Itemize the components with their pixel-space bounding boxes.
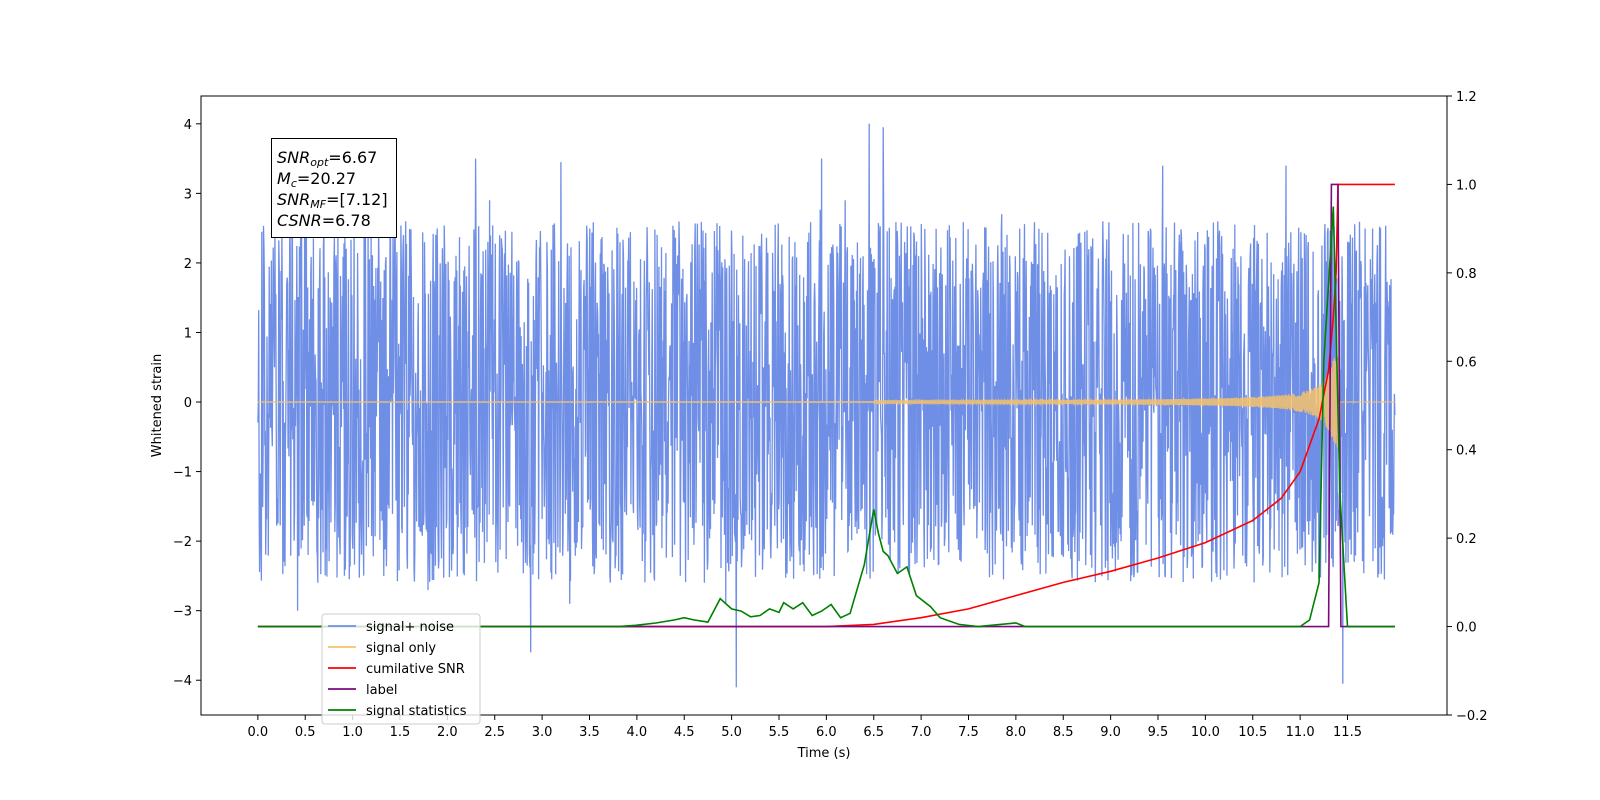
y-axis-right: 1.2 1.0 0.8 0.6 0.4 0.2 0.0 −0.2 — [1447, 90, 1488, 724]
y2-tick-label: 0.2 — [1456, 532, 1477, 547]
x-tick-label: 6.0 — [816, 725, 837, 740]
y2-tick-label: 0.0 — [1456, 621, 1477, 636]
y2-tick-label: 0.4 — [1456, 444, 1477, 459]
series-cumulative-snr — [257, 183, 1395, 628]
y-tick-label: 4 — [184, 118, 192, 133]
y-tick-label: −1 — [173, 466, 192, 481]
series-group — [257, 123, 1396, 688]
y-axis-label: Whitened strain — [150, 354, 165, 457]
x-tick-label: 10.0 — [1191, 725, 1220, 740]
legend-box — [321, 613, 481, 725]
legend-item-label: signal+ noise — [366, 620, 454, 635]
y-tick-label: 0 — [184, 396, 192, 411]
y-tick-label: −4 — [173, 674, 192, 689]
snr-opt-text: SNRopt=6.67 — [277, 148, 378, 169]
series-signal-statistics — [257, 206, 1395, 628]
x-tick-label: 11.5 — [1333, 725, 1362, 740]
x-tick-label: 10.5 — [1238, 725, 1267, 740]
x-tick-label: 6.5 — [863, 725, 884, 740]
plot-area — [257, 123, 1396, 688]
x-tick-label: 8.5 — [1053, 725, 1074, 740]
y-tick-label: 3 — [184, 187, 192, 202]
y-tick-label: −2 — [173, 535, 192, 550]
x-tick-label: 0.0 — [248, 725, 269, 740]
x-axis-label: Time (s) — [797, 746, 851, 761]
axes-frame — [200, 95, 1448, 716]
y2-tick-label: 1.0 — [1456, 178, 1477, 193]
legend-item-label: cumilative SNR — [366, 662, 465, 677]
stats-annotation-box: SNRopt=6.67 Mc=20.27 SNRMF=[7.12] CSNR=6… — [271, 138, 397, 238]
x-tick-label: 11.0 — [1286, 725, 1315, 740]
x-tick-label: 5.5 — [769, 725, 790, 740]
x-tick-label: 7.5 — [958, 725, 979, 740]
y-tick-label: −3 — [173, 605, 192, 620]
x-tick-label: 5.0 — [721, 725, 742, 740]
y2-tick-label: −0.2 — [1456, 709, 1488, 724]
x-tick-label: 3.5 — [579, 725, 600, 740]
y-axis-left: 4 3 2 1 0 −1 −2 −3 −4 — [173, 118, 201, 689]
chirp-mass-text: Mc=20.27 — [277, 169, 357, 190]
x-tick-label: 1.5 — [390, 725, 411, 740]
x-tick-label: 2.0 — [437, 725, 458, 740]
y-tick-label: 1 — [184, 326, 192, 341]
x-tick-label: 4.5 — [674, 725, 695, 740]
y2-tick-label: 1.2 — [1456, 90, 1477, 105]
y2-tick-label: 0.6 — [1456, 355, 1477, 370]
x-tick-label: 3.0 — [532, 725, 553, 740]
x-tick-label: 4.0 — [627, 725, 648, 740]
legend-item-label: label — [366, 683, 397, 698]
csnr-text: CSNR=6.78 — [277, 211, 371, 230]
x-tick-label: 2.5 — [484, 725, 505, 740]
legend-item-label: signal only — [366, 641, 436, 656]
series-signal-only — [257, 356, 1395, 448]
series-signal-noise — [257, 123, 1396, 688]
x-tick-label: 0.5 — [295, 725, 316, 740]
y-tick-label: 2 — [184, 257, 192, 272]
legend-item-label: signal statistics — [366, 704, 467, 719]
snr-mf-text: SNRMF=[7.12] — [277, 190, 388, 211]
x-tick-label: 9.5 — [1148, 725, 1169, 740]
y2-tick-label: 0.8 — [1456, 267, 1477, 282]
x-tick-label: 8.0 — [1006, 725, 1027, 740]
x-tick-label: 7.0 — [911, 725, 932, 740]
x-axis: 0.0 0.5 1.0 1.5 2.0 2.5 3.0 3.5 4.0 4.5 5.0 5.5 6.0 6… — [248, 715, 1362, 740]
x-tick-label: 1.0 — [342, 725, 363, 740]
legend: signal+ noise signal only cumilative SNR la… — [321, 613, 481, 725]
x-tick-label: 9.0 — [1100, 725, 1121, 740]
